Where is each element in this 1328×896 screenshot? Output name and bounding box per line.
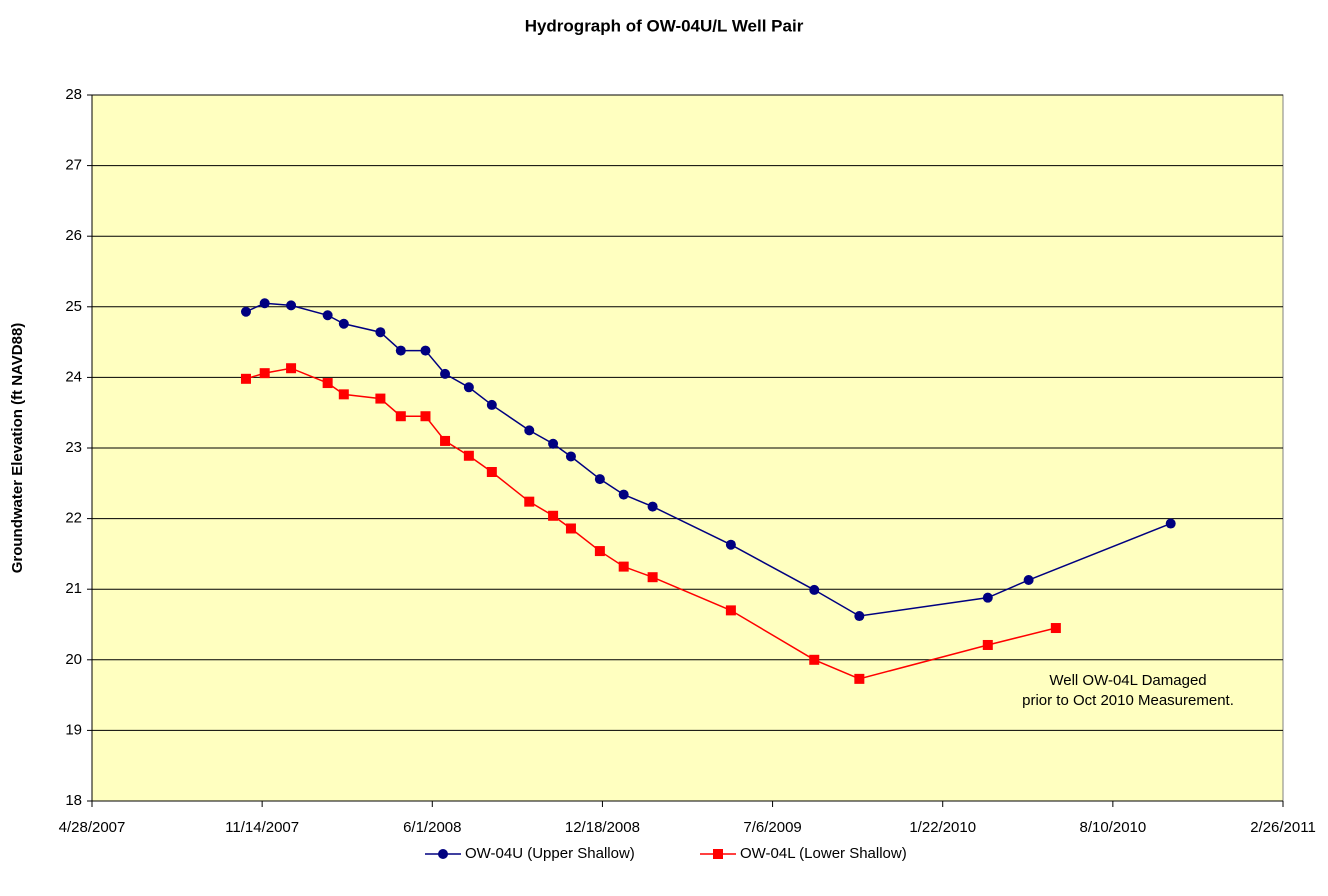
data-point (338, 318, 349, 329)
annotation: prior to Oct 2010 Measurement. (1022, 692, 1234, 709)
data-point (548, 510, 559, 521)
data-point (725, 539, 736, 550)
y-tick-label: 24 (65, 368, 82, 385)
data-point (240, 373, 251, 384)
data-point (240, 306, 251, 317)
data-point (286, 300, 297, 311)
y-tick-label: 28 (65, 86, 82, 103)
data-point (322, 378, 333, 389)
data-point (286, 363, 297, 374)
data-point (420, 345, 431, 356)
data-point (647, 572, 658, 583)
data-point (375, 327, 386, 338)
data-point (594, 546, 605, 557)
y-tick-label: 18 (65, 792, 82, 809)
y-tick-label: 19 (65, 721, 82, 738)
data-point (1165, 518, 1176, 529)
y-axis-label: Groundwater Elevation (ft NAVD88) (9, 323, 26, 574)
data-point (420, 411, 431, 422)
x-tick-label: 2/26/2011 (1250, 819, 1316, 836)
data-point (259, 298, 270, 309)
data-point (725, 605, 736, 616)
data-point (854, 673, 865, 684)
data-point (618, 561, 629, 572)
data-point (338, 389, 349, 400)
data-point (809, 654, 820, 665)
y-tick-label: 20 (65, 651, 82, 668)
x-tick-label: 11/14/2007 (225, 819, 299, 836)
annotation: Well OW-04L Damaged (1049, 672, 1206, 689)
data-point (565, 523, 576, 534)
legend-marker (713, 849, 723, 859)
data-point (440, 368, 451, 379)
y-tick-label: 21 (65, 580, 82, 597)
y-tick-label: 27 (65, 157, 82, 174)
chart-title: Hydrograph of OW-04U/L Well Pair (525, 16, 804, 35)
data-point (982, 639, 993, 650)
data-point (375, 393, 386, 404)
x-tick-label: 4/28/2007 (59, 819, 126, 836)
x-tick-label: 7/6/2009 (743, 819, 801, 836)
x-tick-label: 6/1/2008 (403, 819, 461, 836)
data-point (440, 435, 451, 446)
data-point (1023, 575, 1034, 586)
x-tick-label: 8/10/2010 (1079, 819, 1146, 836)
data-point (809, 584, 820, 595)
data-point (486, 399, 497, 410)
data-point (618, 489, 629, 500)
data-point (647, 501, 658, 512)
data-point (322, 310, 333, 321)
data-point (524, 425, 535, 436)
y-tick-label: 23 (65, 439, 82, 456)
data-point (463, 450, 474, 461)
y-tick-label: 26 (65, 227, 82, 244)
data-point (463, 382, 474, 393)
data-point (524, 496, 535, 507)
x-tick-label: 12/18/2008 (565, 819, 640, 836)
data-point (1050, 623, 1061, 634)
data-point (565, 451, 576, 462)
data-point (982, 592, 993, 603)
legend-marker (438, 849, 448, 859)
y-tick-label: 22 (65, 510, 82, 527)
legend-label: OW-04L (Lower Shallow) (740, 845, 907, 862)
legend-label: OW-04U (Upper Shallow) (465, 845, 635, 862)
data-point (395, 411, 406, 422)
y-tick-label: 25 (65, 298, 82, 315)
data-point (486, 467, 497, 478)
data-point (548, 438, 559, 449)
data-point (594, 474, 605, 485)
x-tick-label: 1/22/2010 (909, 819, 976, 836)
data-point (395, 345, 406, 356)
series-line (245, 367, 1057, 680)
data-point (854, 611, 865, 622)
data-point (259, 368, 270, 379)
